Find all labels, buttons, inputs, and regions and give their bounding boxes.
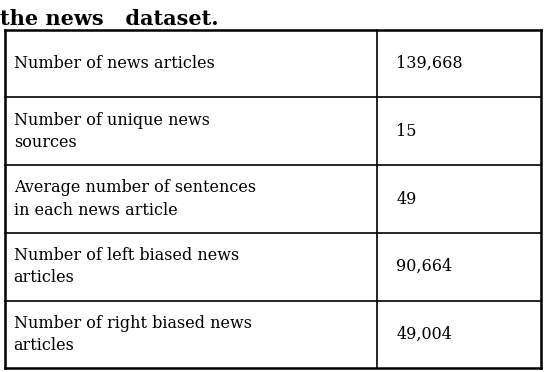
Text: Number of unique news
sources: Number of unique news sources <box>14 112 210 151</box>
Text: 139,668: 139,668 <box>396 55 463 72</box>
Text: 15: 15 <box>396 123 417 140</box>
Text: Number of left biased news
articles: Number of left biased news articles <box>14 247 239 286</box>
Text: Number of right biased news
articles: Number of right biased news articles <box>14 315 252 354</box>
Text: 49,004: 49,004 <box>396 326 452 343</box>
Text: 90,664: 90,664 <box>396 258 453 275</box>
Text: the news   dataset.: the news dataset. <box>0 9 218 29</box>
Text: 49: 49 <box>396 190 417 208</box>
Text: Number of news articles: Number of news articles <box>14 55 215 72</box>
Text: Average number of sentences
in each news article: Average number of sentences in each news… <box>14 179 256 219</box>
